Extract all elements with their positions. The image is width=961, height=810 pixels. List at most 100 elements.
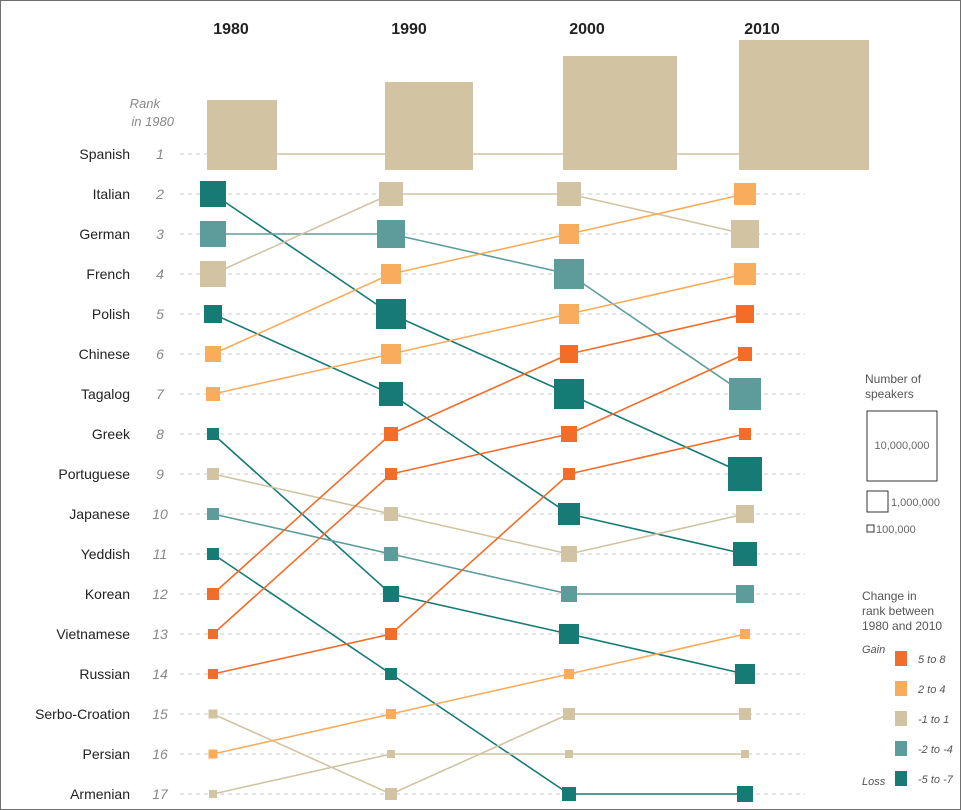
box-japanese-1990 <box>384 547 398 561</box>
rank-label-8: 8 <box>156 426 164 442</box>
line-portuguese-2000-2010 <box>568 513 746 555</box>
line-italian-1980-1990 <box>212 193 392 315</box>
box-vietnamese-1980 <box>208 629 218 639</box>
box-armenian-1990 <box>387 750 395 758</box>
line-korean-1990-2000 <box>390 353 570 435</box>
box-spanish-1990 <box>385 82 473 170</box>
language-label-italian: Italian <box>93 186 130 202</box>
rank-label-7: 7 <box>156 386 165 402</box>
change-legend-label-3: -1 to 1 <box>918 714 949 726</box>
line-italian-1990-2000 <box>390 313 570 395</box>
box-vietnamese-1990 <box>385 468 397 480</box>
change-legend-swatch-3 <box>895 711 907 726</box>
speaker-boxes <box>200 40 869 802</box>
box-japanese-2000 <box>561 586 577 602</box>
axis-labels: 1980 1990 2000 2010 Rank in 1980 Spanish 1 Itali… <box>35 21 780 802</box>
box-yeddish-2000 <box>562 787 576 801</box>
box-russian-2000 <box>563 468 575 480</box>
language-label-armenian: Armenian <box>70 786 130 802</box>
box-russian-1990 <box>385 628 397 640</box>
language-label-yeddish: Yeddish <box>81 546 130 562</box>
change-legend-loss-label: Loss <box>862 776 886 788</box>
box-korean-1980 <box>207 588 219 600</box>
rank-change-lines <box>212 153 746 795</box>
rank-label-16: 16 <box>152 746 168 762</box>
language-label-german: German <box>79 226 130 242</box>
change-legend-swatch-1 <box>895 651 907 666</box>
language-label-russian: Russian <box>79 666 130 682</box>
box-japanese-2010 <box>736 585 754 603</box>
line-chinese-2000-2010 <box>568 193 746 235</box>
box-polish-1980 <box>204 305 222 323</box>
box-persian-2000 <box>564 669 574 679</box>
line-japanese-1980-1990 <box>212 513 392 555</box>
box-yeddish-1980 <box>207 548 219 560</box>
language-label-chinese: Chinese <box>79 346 131 362</box>
box-portuguese-2010 <box>736 505 754 523</box>
rank-header-line1: Rank <box>130 96 162 111</box>
language-label-persian: Persian <box>83 746 130 762</box>
box-spanish-2010 <box>739 40 869 170</box>
box-vietnamese-2000 <box>561 426 577 442</box>
size-legend-label-large: 10,000,000 <box>874 440 929 452</box>
line-korean-2000-2010 <box>568 313 746 355</box>
rank-label-15: 15 <box>152 706 168 722</box>
rank-label-4: 4 <box>156 266 164 282</box>
line-vietnamese-1980-1990 <box>212 473 392 635</box>
rank-gridlines <box>180 153 805 795</box>
box-french-1990 <box>379 182 403 206</box>
line-persian-1980-1990 <box>212 713 392 755</box>
box-german-1990 <box>377 220 405 248</box>
box-armenian-2000 <box>565 750 573 758</box>
box-persian-1990 <box>386 709 396 719</box>
rank-label-14: 14 <box>152 666 168 682</box>
line-portuguese-1980-1990 <box>212 473 392 515</box>
line-polish-1980-1990 <box>212 313 392 395</box>
line-portuguese-1990-2000 <box>390 513 570 555</box>
box-greek-2000 <box>559 624 579 644</box>
line-armenian-1980-1990 <box>212 753 392 795</box>
rank-label-9: 9 <box>156 466 164 482</box>
rank-label-17: 17 <box>152 786 169 802</box>
change-legend-label-5: -5 to -7 <box>918 774 954 786</box>
box-yeddish-2010 <box>737 786 753 802</box>
box-serbo-croation-2000 <box>563 708 575 720</box>
box-korean-1990 <box>384 427 398 441</box>
box-tagalog-1990 <box>381 344 401 364</box>
line-yeddish-1990-2000 <box>390 673 570 795</box>
rank-label-2: 2 <box>155 186 164 202</box>
line-chinese-1990-2000 <box>390 233 570 275</box>
line-japanese-1990-2000 <box>390 553 570 595</box>
box-italian-1990 <box>376 299 406 329</box>
change-legend-swatch-5 <box>895 771 907 786</box>
rank-label-10: 10 <box>152 506 168 522</box>
line-persian-1990-2000 <box>390 673 570 715</box>
size-legend-label-medium: 1,000,000 <box>891 497 940 509</box>
language-label-french: French <box>86 266 130 282</box>
box-french-1980 <box>200 261 226 287</box>
rank-label-11: 11 <box>153 546 168 562</box>
language-label-vietnamese: Vietnamese <box>56 626 130 642</box>
box-korean-2000 <box>560 345 578 363</box>
box-portuguese-1980 <box>207 468 219 480</box>
box-italian-2000 <box>554 379 584 409</box>
year-label-2000: 2000 <box>569 21 605 38</box>
change-legend-title-line3: 1980 and 2010 <box>862 619 942 633</box>
box-persian-1980 <box>208 749 218 759</box>
line-vietnamese-2000-2010 <box>568 353 746 435</box>
line-greek-1990-2000 <box>390 593 570 635</box>
line-vietnamese-1990-2000 <box>390 433 570 475</box>
box-greek-1990 <box>383 586 399 602</box>
change-legend-label-1: 5 to 8 <box>918 654 946 666</box>
box-russian-1980 <box>208 669 218 679</box>
box-armenian-2010 <box>741 750 749 758</box>
box-tagalog-2000 <box>559 304 579 324</box>
year-label-1990: 1990 <box>391 21 427 38</box>
line-russian-1980-1990 <box>212 633 392 675</box>
box-polish-2000 <box>558 503 580 525</box>
language-label-spanish: Spanish <box>79 146 130 162</box>
size-legend-box-small <box>866 524 875 533</box>
box-chinese-1990 <box>381 264 401 284</box>
size-legend-box-medium <box>866 490 889 513</box>
